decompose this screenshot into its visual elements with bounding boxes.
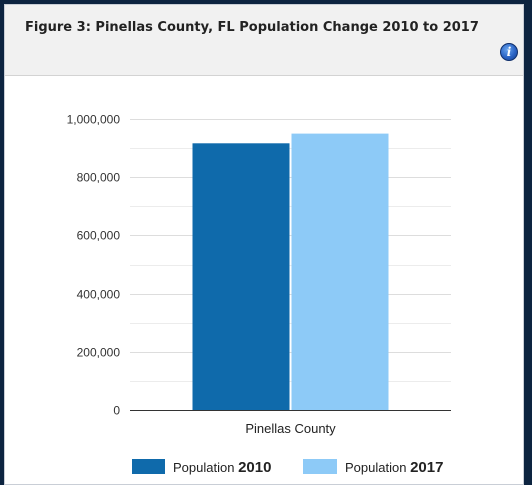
legend-item-2017: Population 2017 xyxy=(303,459,443,476)
chart-title: Figure 3: Pinellas County, FL Population… xyxy=(25,20,479,35)
chart-panel: Figure 3: Pinellas County, FL Population… xyxy=(4,4,524,485)
bar-2017 xyxy=(291,133,389,410)
y-tick-label: 400,000 xyxy=(77,288,121,302)
legend-label-prefix: Population xyxy=(173,460,238,475)
legend-swatch xyxy=(132,459,165,474)
legend-label: Population 2010 xyxy=(173,459,271,476)
legend-label-prefix: Population xyxy=(345,460,410,475)
x-category-label: Pinellas County xyxy=(245,421,336,436)
legend-label: Population 2017 xyxy=(345,459,443,476)
legend-item-2010: Population 2010 xyxy=(132,459,271,476)
y-tick-label: 1,000,000 xyxy=(67,113,121,127)
y-tick-label: 200,000 xyxy=(77,346,121,360)
y-tick-label: 600,000 xyxy=(77,229,121,243)
y-tick-label: 0 xyxy=(113,404,120,418)
bar-chart: 0 200,000 400,000 600,000 800,000 1,000,000 Pi… xyxy=(67,113,451,476)
legend-label-year: 2017 xyxy=(410,459,443,476)
y-tick-label: 800,000 xyxy=(77,171,121,185)
bar-2010 xyxy=(192,143,290,410)
legend-swatch xyxy=(303,459,337,474)
chart-header: Figure 3: Pinellas County, FL Population… xyxy=(5,5,523,76)
legend-label-year: 2010 xyxy=(238,459,271,476)
info-icon[interactable]: i xyxy=(500,43,518,61)
